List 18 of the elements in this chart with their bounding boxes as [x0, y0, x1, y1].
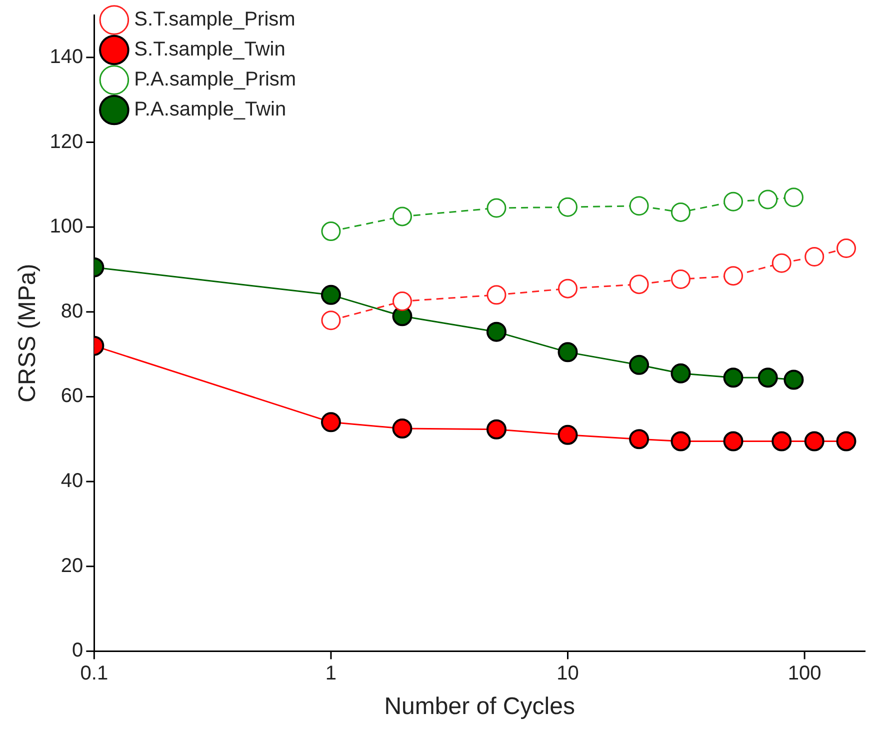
y-tick-label: 140: [50, 46, 84, 68]
x-tick-label: 100: [788, 662, 822, 685]
x-tick-label: 10: [556, 662, 579, 685]
legend-label: S.T.sample_Prism: [134, 8, 296, 31]
y-tick-label: 120: [50, 130, 84, 153]
legend-label: P.A.sample_Prism: [134, 68, 296, 91]
x-tick-label: 1: [325, 662, 337, 685]
y-axis-title: CRSS (MPa): [14, 264, 42, 402]
x-axis-title: Number of Cycles: [384, 693, 575, 720]
x-tick-label: 0.1: [80, 662, 108, 685]
legend-label: S.T.sample_Twin: [134, 38, 286, 61]
y-tick-label: 0: [72, 640, 84, 662]
y-tick-label: 60: [60, 385, 84, 408]
y-tick-label: 80: [60, 300, 84, 322]
y-tick-label: 100: [50, 216, 84, 238]
legend-label: P.A.sample_Twin: [134, 98, 286, 121]
y-tick-label: 20: [60, 554, 84, 577]
y-tick-label: 40: [60, 470, 84, 492]
